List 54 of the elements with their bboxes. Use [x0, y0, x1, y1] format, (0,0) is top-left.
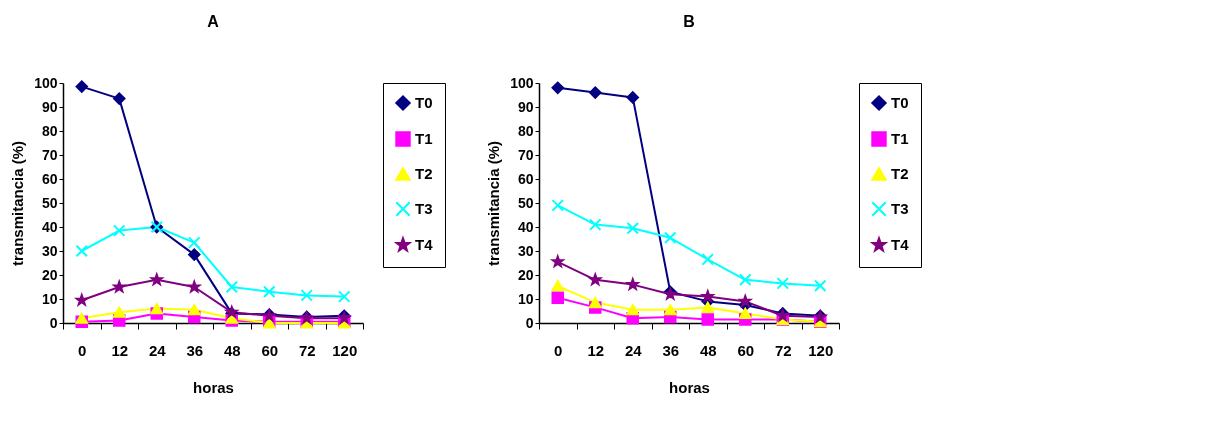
legend-label: T0 — [891, 94, 909, 111]
x-tick-label: 72 — [774, 341, 792, 359]
x-tick-label: 24 — [148, 341, 167, 359]
chart-title: B — [683, 13, 695, 30]
y-tick-label: 80 — [41, 122, 58, 139]
y-tick-label: 70 — [517, 146, 534, 163]
y-tick-label: 60 — [517, 170, 534, 187]
y-tick-label: 30 — [41, 242, 58, 259]
y-tick-label: 80 — [517, 122, 534, 139]
y-tick-label: 10 — [517, 290, 534, 307]
x-tick-label: 60 — [737, 341, 755, 359]
legend-label: T4 — [891, 236, 910, 253]
y-tick-label: 30 — [517, 242, 534, 259]
y-tick-label: 50 — [517, 194, 534, 211]
y-axis-title: transmitancia (%) — [9, 140, 27, 267]
x-tick-label: 36 — [662, 341, 680, 359]
y-tick-label: 0 — [49, 314, 58, 331]
legend-label: T1 — [415, 130, 433, 147]
y-tick-label: 50 — [41, 194, 58, 211]
x-axis-title: horas — [669, 378, 710, 396]
y-tick-label: 60 — [41, 170, 58, 187]
y-tick-label: 40 — [41, 218, 58, 235]
x-tick-label: 36 — [186, 341, 204, 359]
x-tick-label: 24 — [624, 341, 643, 359]
x-tick-label: 12 — [587, 341, 605, 359]
legend-label: T4 — [415, 236, 434, 253]
y-tick-label: 100 — [34, 74, 58, 91]
y-tick-label: 10 — [41, 290, 58, 307]
legend-label: T1 — [891, 130, 909, 147]
y-axis-title: transmitancia (%) — [485, 140, 503, 267]
y-tick-label: 20 — [41, 266, 58, 283]
x-tick-label: 48 — [699, 341, 717, 359]
y-tick-label: 20 — [517, 266, 534, 283]
legend-label: T3 — [891, 200, 909, 217]
y-tick-label: 40 — [517, 218, 534, 235]
x-axis-title: horas — [193, 378, 234, 396]
y-tick-label: 70 — [41, 146, 58, 163]
x-tick-label: 120 — [808, 341, 834, 359]
x-tick-label: 48 — [223, 341, 241, 359]
x-tick-label: 72 — [298, 341, 316, 359]
y-tick-label: 90 — [41, 98, 58, 115]
x-tick-label: 0 — [78, 341, 87, 359]
legend-label: T0 — [415, 94, 433, 111]
legend-label: T3 — [415, 200, 433, 217]
x-tick-label: 120 — [332, 341, 358, 359]
chart-title: A — [207, 13, 220, 30]
y-tick-label: 0 — [525, 314, 534, 331]
legend-label: T2 — [891, 165, 909, 182]
legend-label: T2 — [415, 165, 433, 182]
y-tick-label: 90 — [517, 98, 534, 115]
x-tick-label: 0 — [554, 341, 563, 359]
y-tick-label: 100 — [510, 74, 534, 91]
x-tick-label: 12 — [111, 341, 129, 359]
x-tick-label: 60 — [261, 341, 279, 359]
